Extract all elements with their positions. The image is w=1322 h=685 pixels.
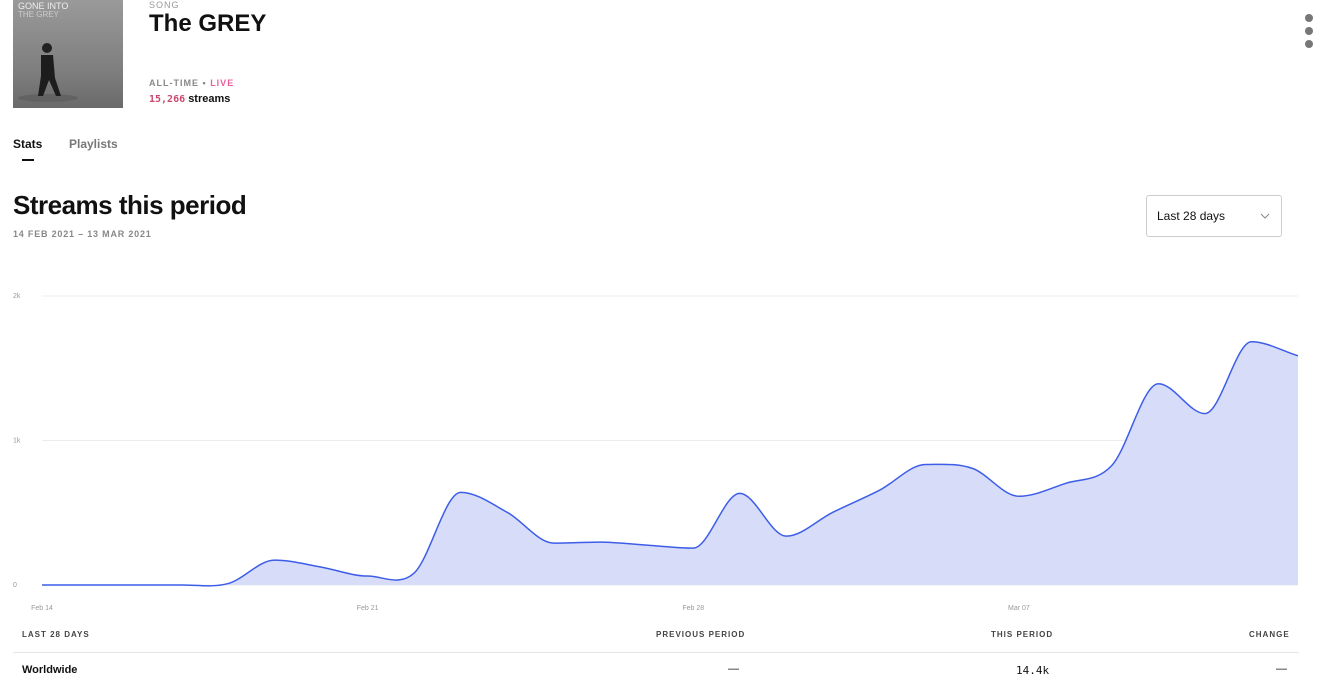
row-divider — [13, 652, 1299, 653]
area-fill — [42, 341, 1298, 586]
stream-count: 15,266 — [149, 94, 186, 105]
y-tick-label: 1k — [13, 437, 21, 444]
col-header: CHANGE — [1249, 630, 1290, 639]
tab[interactable]: Playlists — [69, 137, 118, 151]
streams-line: 15,266 streams — [149, 93, 230, 105]
cover-text: THE GREY — [18, 10, 59, 19]
cover-text: GONE INTO — [18, 1, 69, 11]
stream-unit: streams — [188, 93, 231, 105]
table: LAST 28 DAYS PREVIOUS PERIOD THIS PERIOD… — [13, 625, 1299, 685]
col-header: LAST 28 DAYS — [22, 630, 90, 639]
period-select[interactable]: Last 28 days — [1146, 195, 1282, 237]
x-tick-label: Feb 14 — [31, 605, 53, 612]
cell: — — [728, 663, 739, 675]
x-tick-label: Mar 07 — [1008, 605, 1030, 612]
section-title: Streams this period — [13, 190, 247, 220]
x-tick-label: Feb 28 — [682, 605, 704, 612]
x-tick-label: Feb 21 — [357, 605, 379, 612]
kind: SONG — [149, 0, 180, 10]
tab-underline — [22, 159, 34, 161]
scope: ALL-TIME — [149, 78, 199, 88]
stats-line: ALL-TIME • LIVE — [149, 78, 234, 88]
cover-figure — [18, 43, 78, 102]
cell: Worldwide — [22, 664, 78, 676]
y-tick-label: 0 — [13, 582, 17, 589]
live: LIVE — [210, 78, 235, 88]
chart: 0 1k 2k Feb 14 Feb 21 Feb 28 Mar 07 — [13, 293, 1299, 612]
col-header: THIS PERIOD — [991, 630, 1054, 639]
more-menu[interactable] — [1305, 14, 1313, 48]
chevron — [1260, 213, 1270, 219]
y-tick-label: 2k — [13, 293, 21, 300]
song-title: The GREY — [149, 10, 267, 37]
tab[interactable]: Stats — [13, 137, 43, 151]
cover-art: GONE INTO THE GREY — [13, 0, 123, 108]
date-range: 14 FEB 2021 – 13 MAR 2021 — [13, 229, 152, 239]
col-header: PREVIOUS PERIOD — [656, 630, 746, 639]
cell: 14.4k — [1016, 664, 1050, 677]
cell: — — [1276, 663, 1287, 675]
area-line — [42, 341, 1299, 587]
separator: • — [202, 78, 207, 88]
period-label: Last 28 days — [1157, 209, 1226, 223]
